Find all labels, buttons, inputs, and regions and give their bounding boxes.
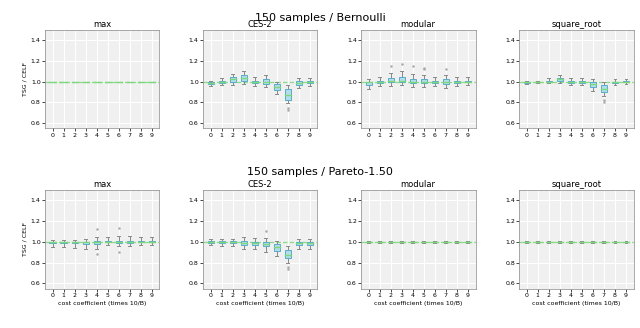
Title: CES-2: CES-2 [248,180,273,189]
Bar [207,241,214,243]
Bar [557,78,563,81]
Bar [104,241,111,242]
Bar [274,84,280,90]
Bar [399,77,404,82]
Bar [72,242,77,243]
Bar [377,81,383,83]
Bar [241,75,246,81]
Title: max: max [93,180,111,189]
Bar [420,79,427,83]
Title: modular: modular [401,20,436,29]
Title: square_root: square_root [551,180,602,189]
Bar [61,242,67,243]
Bar [601,85,607,92]
Bar [454,81,460,83]
Bar [465,81,471,82]
Bar [388,78,394,82]
Y-axis label: TSG / CELF: TSG / CELF [23,222,28,256]
Bar [443,79,449,84]
X-axis label: cost coefficient (times 10/B): cost coefficient (times 10/B) [58,300,147,306]
Title: square_root: square_root [551,20,602,29]
Bar [83,242,88,244]
Bar [93,241,100,244]
Bar [285,89,291,100]
Title: CES-2: CES-2 [248,20,273,29]
Bar [612,82,618,83]
Text: 150 samples / Pareto-1.50: 150 samples / Pareto-1.50 [247,167,393,176]
Bar [296,242,301,245]
X-axis label: cost coefficient (times 10/B): cost coefficient (times 10/B) [216,300,305,306]
Bar [590,82,596,87]
Bar [524,82,530,83]
Bar [546,81,552,82]
Bar [296,81,301,85]
Bar [207,82,214,84]
Bar [579,81,585,83]
Bar [307,242,313,245]
Bar [568,81,574,83]
Bar [307,81,313,83]
Bar [285,250,291,258]
Bar [116,241,122,243]
Bar [230,241,236,243]
Bar [219,241,225,243]
Bar [262,242,269,246]
Bar [230,77,236,82]
Bar [410,79,416,83]
Y-axis label: TSG / CELF: TSG / CELF [23,62,28,96]
Bar [219,81,225,83]
Bar [252,242,258,245]
Title: modular: modular [401,180,436,189]
Bar [274,244,280,251]
Bar [127,241,132,243]
Bar [623,81,629,82]
X-axis label: cost coefficient (times 10/B): cost coefficient (times 10/B) [532,300,621,306]
Bar [148,241,155,242]
Bar [241,241,246,245]
Bar [262,79,269,84]
Bar [138,241,143,242]
Bar [252,81,258,83]
Text: 150 samples / Bernoulli: 150 samples / Bernoulli [255,13,385,23]
Title: max: max [93,20,111,29]
X-axis label: cost coefficient (times 10/B): cost coefficient (times 10/B) [374,300,463,306]
Bar [365,82,372,85]
Bar [432,81,438,83]
Bar [49,242,56,243]
